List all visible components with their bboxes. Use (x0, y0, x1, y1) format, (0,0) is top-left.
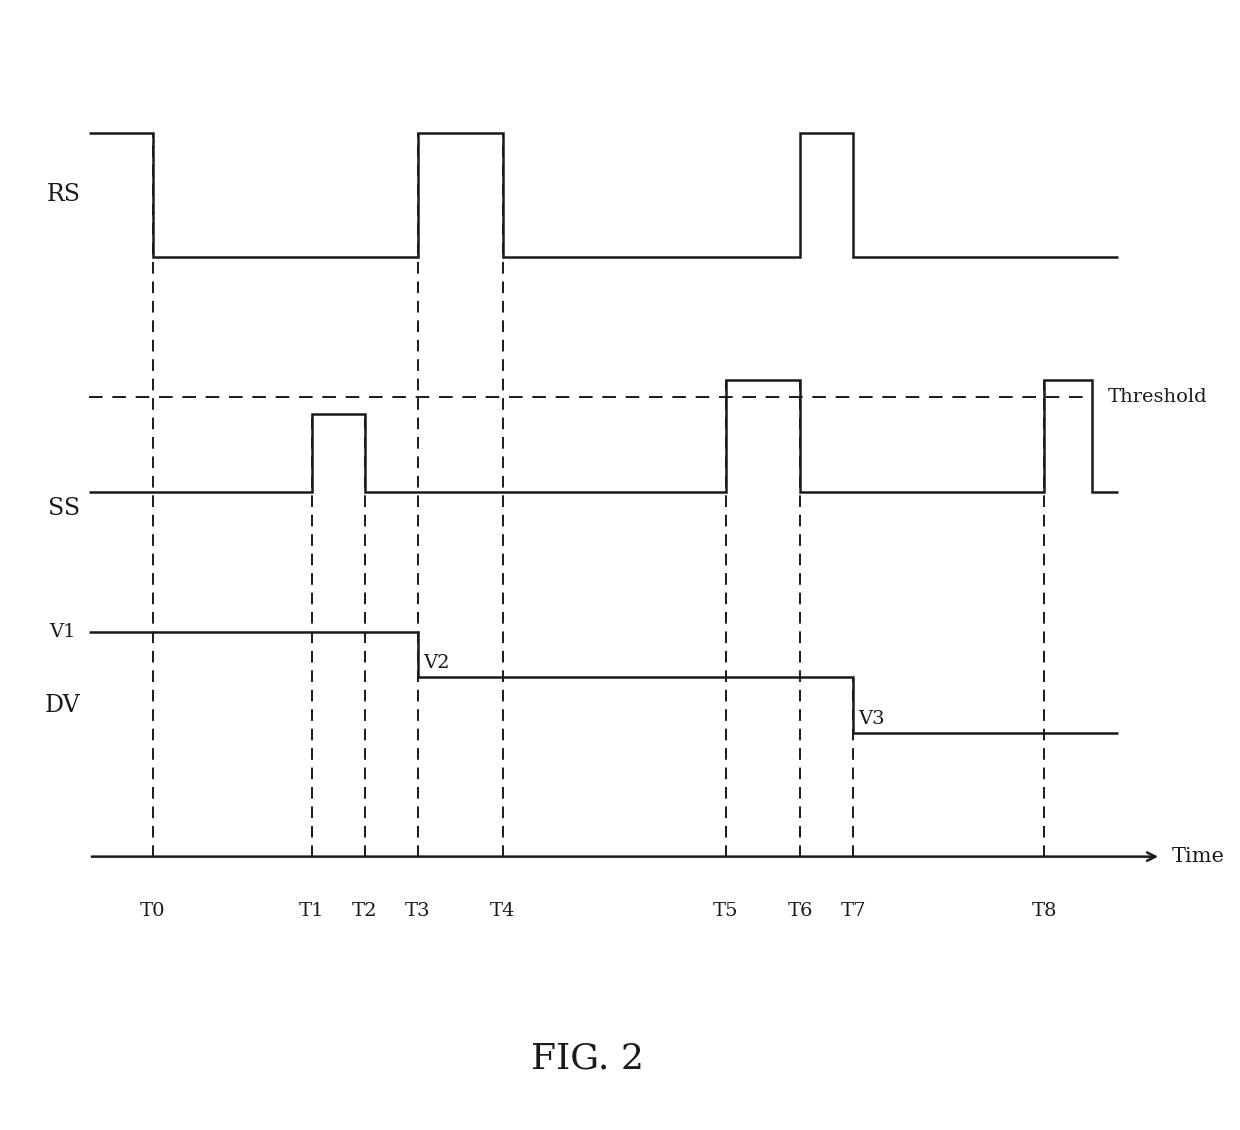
Text: Threshold: Threshold (1107, 388, 1208, 406)
Text: T0: T0 (140, 902, 165, 920)
Text: T7: T7 (841, 902, 866, 920)
Text: RS: RS (47, 183, 81, 207)
Text: T5: T5 (713, 902, 739, 920)
Text: V3: V3 (858, 710, 885, 728)
Text: T3: T3 (405, 902, 430, 920)
Text: V2: V2 (423, 653, 450, 671)
Text: FIG. 2: FIG. 2 (532, 1042, 645, 1076)
Text: V1: V1 (48, 624, 76, 642)
Text: T6: T6 (787, 902, 813, 920)
Text: T1: T1 (299, 902, 325, 920)
Text: SS: SS (48, 497, 81, 521)
Text: DV: DV (45, 694, 81, 716)
Text: T8: T8 (1032, 902, 1056, 920)
Text: T4: T4 (490, 902, 516, 920)
Text: Time: Time (1172, 848, 1225, 866)
Text: T2: T2 (352, 902, 378, 920)
